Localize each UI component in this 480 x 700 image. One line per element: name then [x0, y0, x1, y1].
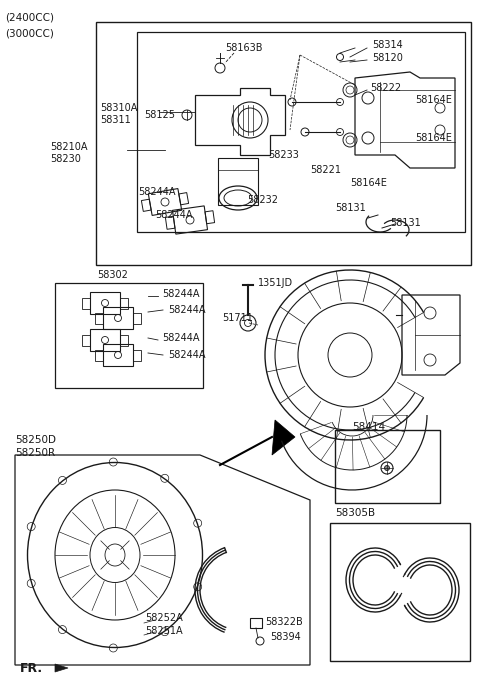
Circle shape: [384, 466, 389, 470]
Text: 58394: 58394: [270, 632, 301, 642]
Text: (2400CC): (2400CC): [5, 13, 54, 23]
Polygon shape: [55, 664, 68, 672]
Text: 58305B: 58305B: [335, 508, 375, 518]
Text: 58230: 58230: [50, 154, 81, 164]
Text: 51711: 51711: [222, 313, 253, 323]
Bar: [55, 283, 203, 388]
Text: 58164E: 58164E: [415, 95, 452, 105]
Text: 58233: 58233: [268, 150, 299, 160]
Text: 58120: 58120: [372, 53, 403, 63]
Text: 58163B: 58163B: [225, 43, 263, 53]
Text: 58302: 58302: [97, 270, 128, 280]
Text: 58252A: 58252A: [145, 613, 183, 623]
Text: 58244A: 58244A: [168, 305, 205, 315]
Bar: [96, 22, 471, 265]
Text: FR.: FR.: [20, 662, 43, 675]
Text: 58311: 58311: [100, 115, 131, 125]
Text: 58314: 58314: [372, 40, 403, 50]
Text: 58244A: 58244A: [162, 333, 200, 343]
Text: 58210A: 58210A: [50, 142, 87, 152]
Text: 58244A: 58244A: [155, 210, 192, 220]
Text: 58244A: 58244A: [162, 289, 200, 299]
Text: 58310A: 58310A: [100, 103, 137, 113]
Text: 58244A: 58244A: [168, 350, 205, 360]
Text: 58222: 58222: [370, 83, 401, 93]
Text: 58164E: 58164E: [415, 133, 452, 143]
Bar: [137, 32, 465, 232]
Text: 1351JD: 1351JD: [258, 278, 293, 288]
Bar: [330, 523, 470, 661]
Text: 58232: 58232: [247, 195, 278, 205]
Text: 58322B: 58322B: [265, 617, 303, 627]
Text: 58131: 58131: [390, 218, 421, 228]
Text: 58125: 58125: [144, 110, 175, 120]
Text: 58251A: 58251A: [145, 626, 182, 636]
Text: 58250R: 58250R: [15, 448, 55, 458]
Text: 58414: 58414: [352, 422, 385, 432]
Text: 58164E: 58164E: [350, 178, 387, 188]
Text: (3000CC): (3000CC): [5, 28, 54, 38]
Polygon shape: [272, 420, 295, 455]
Text: 58131: 58131: [335, 203, 366, 213]
Text: 58221: 58221: [310, 165, 341, 175]
Bar: [335, 430, 440, 503]
Text: 58244A: 58244A: [138, 187, 176, 197]
Text: 58250D: 58250D: [15, 435, 56, 445]
